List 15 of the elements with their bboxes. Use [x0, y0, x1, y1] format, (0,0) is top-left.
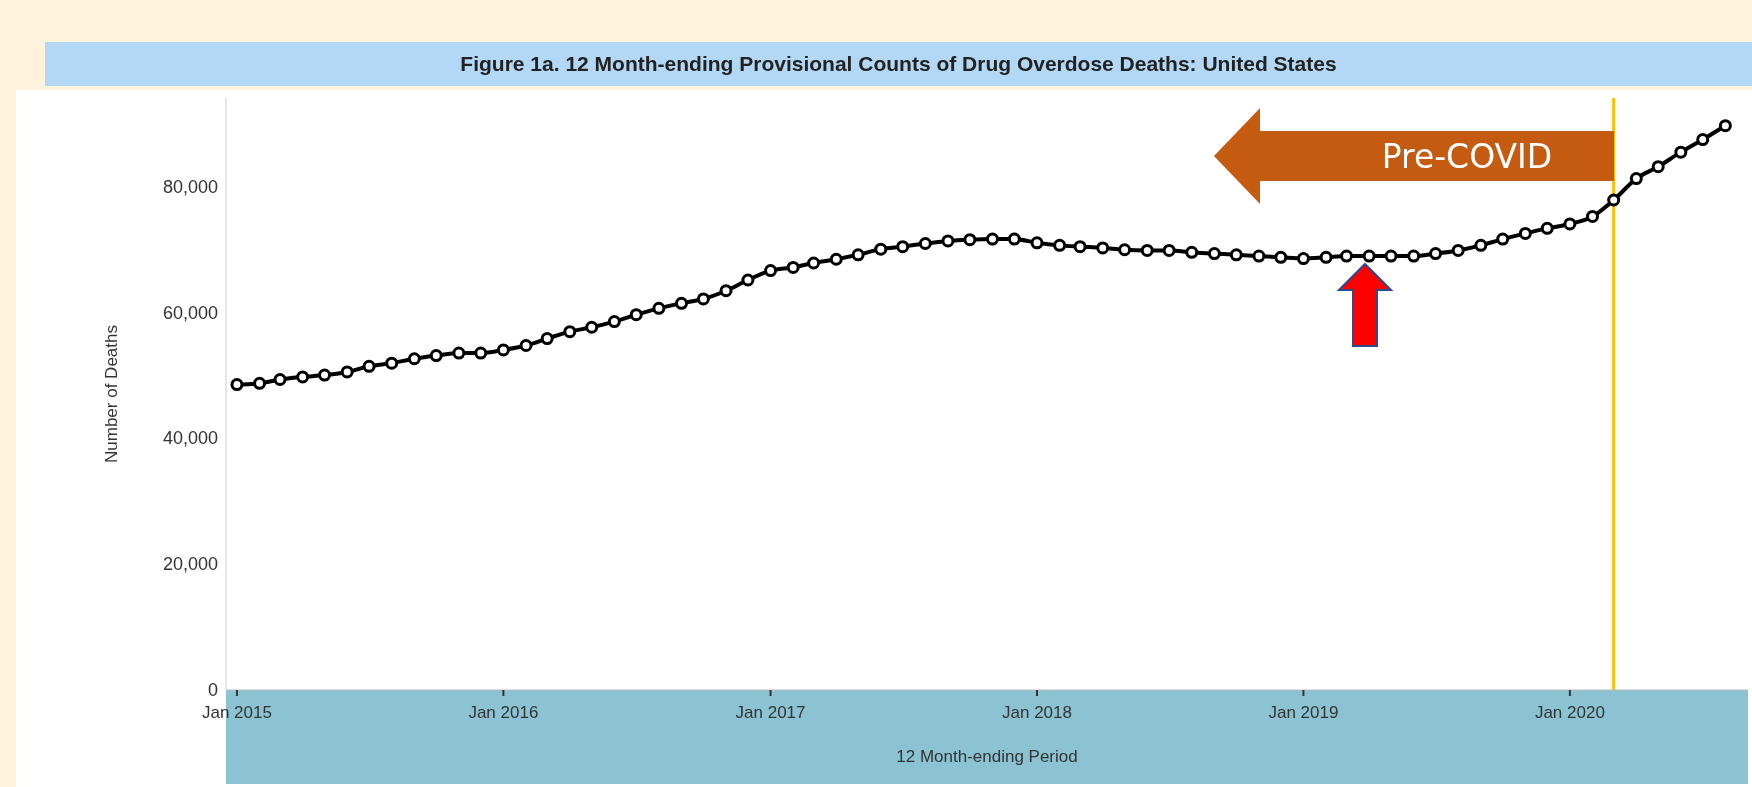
x-tick-label: Jan 2020	[1534, 703, 1605, 723]
y-axis-title: Number of Deaths	[102, 325, 122, 463]
ref-line-label: Pre-COVID	[1381, 137, 1552, 176]
y-tick-label: 60,000	[162, 302, 218, 323]
left-arrow: Pre-COVID	[1213, 108, 1614, 204]
y-tick-label: 40,000	[162, 428, 218, 449]
x-axis-title: 12 Month-ending Period	[896, 747, 1078, 766]
x-tick-label: Jan 2018	[1002, 703, 1072, 723]
y-tick-label: 20,000	[162, 554, 218, 575]
chart-title: Figure 1a. 12 Month-ending Provisional Counts of Drug Overdose Deaths: United States	[45, 42, 1752, 86]
x-tick-label: Jan 2019	[1268, 703, 1339, 723]
y-tick-label: 0	[207, 680, 218, 701]
x-tick-label: Jan 2017	[735, 703, 806, 723]
x-tick-label: Jan 2016	[468, 703, 539, 723]
y-tick-label: 80,000	[162, 176, 218, 197]
